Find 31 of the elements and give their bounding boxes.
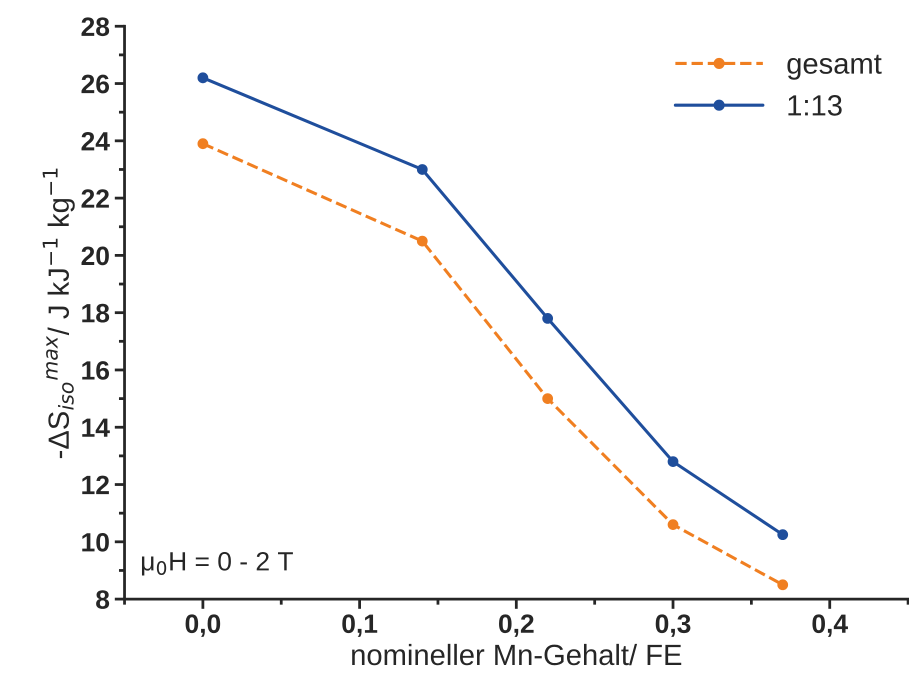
y-tick-label: 24: [82, 132, 110, 150]
y-tick-label: 18: [82, 304, 110, 322]
x-tick-label: 0,2: [499, 614, 534, 637]
point: [542, 393, 554, 404]
y-tick-label: 8: [96, 590, 110, 609]
annotation: μ$_{0}$H = 0 - 2 T: [142, 552, 293, 576]
point: [198, 138, 208, 150]
y-tick-label: 12: [82, 476, 109, 494]
x-tick-label: 0,1: [342, 614, 378, 637]
y-tick-label: 10: [82, 532, 109, 552]
x-tick-label: 0,4: [812, 614, 848, 637]
x-axis-title: nomineller Mn-Gehalt/ FE: [352, 644, 682, 666]
point: [416, 164, 428, 175]
y-tick-label: 16: [82, 361, 109, 380]
point: [668, 519, 678, 530]
point: [777, 579, 788, 590]
legend-label: 1:13: [788, 95, 842, 116]
y-tick-label: 14: [82, 418, 110, 437]
legend-label: gesamt: [787, 54, 882, 80]
y-tick-label: 26: [82, 74, 109, 94]
y-tick-label: 20: [82, 246, 109, 266]
y-axis-title: -ΔS$_{iso}$$^{max}$/ J kJ$^{−1}$ kg$^{−1}$: [42, 168, 75, 458]
point: [777, 529, 788, 540]
point: [198, 72, 208, 84]
point: [668, 456, 678, 467]
point: [416, 236, 428, 246]
point: [542, 313, 554, 324]
x-tick-label: 0,3: [656, 614, 690, 637]
y-tick-label: 28: [82, 17, 110, 36]
x-tick-label: 0,0: [186, 614, 220, 637]
y-tick-label: 22: [82, 189, 109, 208]
